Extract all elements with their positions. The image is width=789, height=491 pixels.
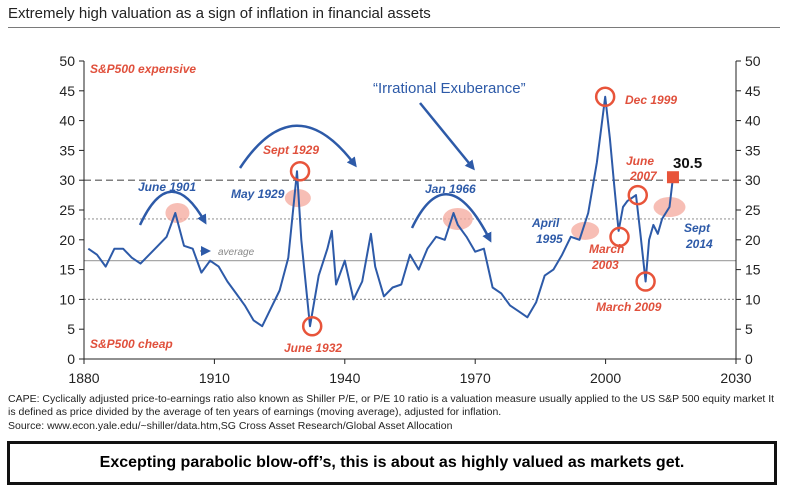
y-tick-label-right: 20 <box>745 232 761 248</box>
y-tick-label-right: 15 <box>745 262 761 278</box>
x-tick-label: 1940 <box>329 370 360 386</box>
y-tick-label-right: 40 <box>745 113 761 129</box>
label-s-p500-expensive: S&P500 expensive <box>90 62 196 76</box>
label-jan-1966: Jan 1966 <box>425 182 476 196</box>
y-tick-label-right: 10 <box>745 291 761 307</box>
marker-june-2007 <box>627 184 649 206</box>
label-april: April <box>531 216 560 230</box>
arc-1901 <box>138 190 207 226</box>
x-tick-label: 2030 <box>720 370 751 386</box>
label-may-1929: May 1929 <box>231 187 285 201</box>
highlight-june-1901 <box>165 202 190 223</box>
marker-sept-1929 <box>289 161 311 182</box>
label--irrational-exuberance-: “Irrational Exuberance” <box>373 80 526 97</box>
y-tick-label-right: 45 <box>745 83 761 99</box>
highlight-april-1995 <box>571 221 600 240</box>
cape-series-line <box>87 95 674 328</box>
y-tick-label-left: 35 <box>59 142 75 158</box>
arc-1966 <box>410 193 492 243</box>
y-tick-label-left: 30 <box>59 172 75 188</box>
label-1995: 1995 <box>536 232 563 246</box>
y-tick-label-right: 35 <box>745 142 761 158</box>
y-tick-label-left: 40 <box>59 113 75 129</box>
label-june-1901: June 1901 <box>138 180 196 194</box>
label-june: June <box>626 154 654 168</box>
y-tick-label-right: 0 <box>745 351 753 367</box>
y-tick-label-left: 45 <box>59 83 75 99</box>
label-march: March <box>589 242 624 256</box>
title-divider <box>8 27 780 28</box>
y-tick-label-right: 30 <box>745 172 761 188</box>
latest-value-marker <box>666 171 679 184</box>
y-tick-label-right: 50 <box>745 53 761 69</box>
y-tick-label-left: 10 <box>59 291 75 307</box>
arc-1929 <box>238 124 357 169</box>
y-tick-label-left: 25 <box>59 202 75 218</box>
y-tick-label-right: 25 <box>745 202 761 218</box>
summary-banner: Excepting parabolic blow-off’s, this is … <box>7 441 777 485</box>
y-tick-label-left: 20 <box>59 232 75 248</box>
label-s-p500-cheap: S&P500 cheap <box>90 337 173 351</box>
highlight-jan-1966 <box>442 207 473 230</box>
x-tick-label: 1970 <box>460 370 491 386</box>
y-tick-label-left: 5 <box>67 321 75 337</box>
y-tick-label-left: 0 <box>67 351 75 367</box>
label-june-1932: June 1932 <box>284 341 342 355</box>
label-march-2009: March 2009 <box>596 300 662 314</box>
marker-march-2009 <box>635 271 656 292</box>
label-2014: 2014 <box>685 237 713 251</box>
x-tick-label: 1910 <box>199 370 230 386</box>
marker-dec-1999 <box>594 86 616 108</box>
cape-chart: 0 5 10 15 20 25 30 35 40 45 50 0 5 10 15 20 25 30 35 40 45 50… <box>59 53 761 386</box>
y-tick-label-right: 5 <box>745 321 753 337</box>
x-tick-label: 1880 <box>68 370 99 386</box>
label-sept-1929: Sept 1929 <box>263 143 319 157</box>
source-note: Source: www.econ.yale.edu/~shiller/data.… <box>8 420 453 432</box>
y-tick-label-left: 50 <box>59 53 75 69</box>
marker-march-2003 <box>609 226 630 248</box>
cape-caption: CAPE: Cyclically adjusted price-to-earni… <box>8 393 775 418</box>
page-title: Extremely high valuation as a sign of in… <box>8 5 431 22</box>
label-sept: Sept <box>684 221 711 235</box>
label-average: average <box>218 247 255 258</box>
y-tick-label-left: 15 <box>59 262 75 278</box>
label-2007: 2007 <box>629 169 658 183</box>
label-dec-1999: Dec 1999 <box>625 93 677 107</box>
x-tick-label: 2000 <box>590 370 621 386</box>
label-30-5: 30.5 <box>673 155 702 172</box>
arrow-irrational-exuberance <box>419 102 475 171</box>
marker-june-1932 <box>301 315 323 337</box>
label-2003: 2003 <box>591 258 619 272</box>
